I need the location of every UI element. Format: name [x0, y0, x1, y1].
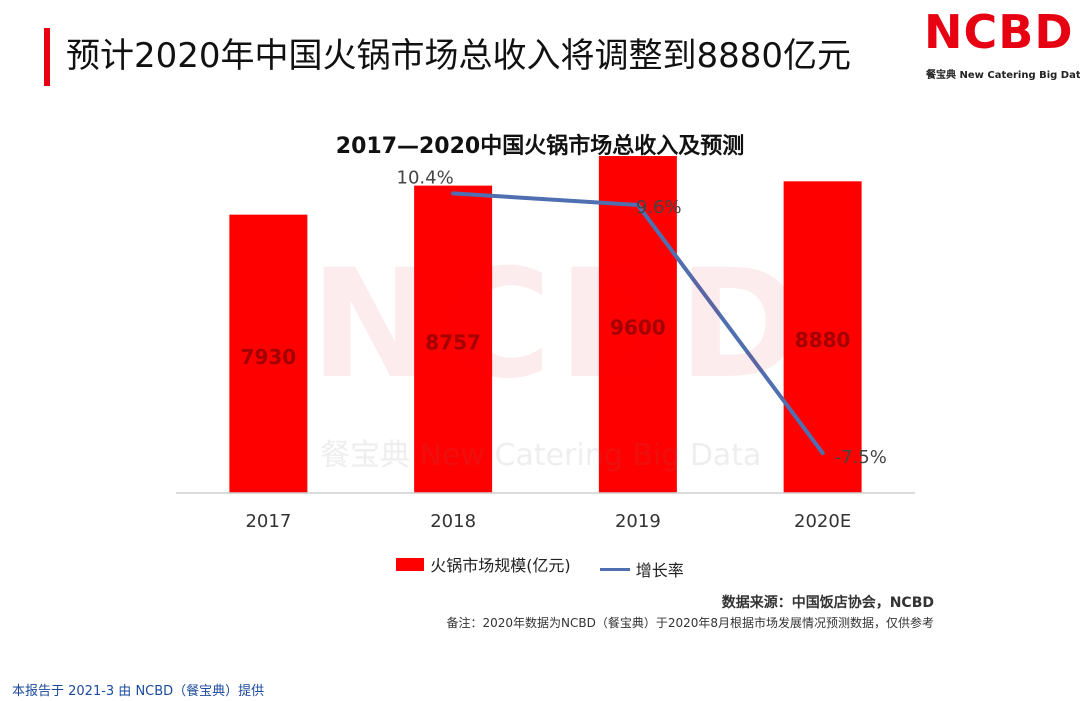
- report-footer: 本报告于 2021-3 由 NCBD（餐宝典）提供: [12, 684, 265, 699]
- growth-point-2018: [451, 191, 456, 196]
- logo-wordmark: NCBD: [924, 5, 1074, 59]
- legend-item-market-size: 火锅市场规模(亿元): [396, 552, 571, 576]
- bar-2017: [229, 214, 308, 494]
- x-tick-label-2017: 2017: [245, 511, 291, 532]
- bar-2019: [598, 156, 677, 494]
- x-tick-label-2020E: 2020E: [794, 511, 851, 532]
- bar-2020E: [783, 181, 862, 493]
- legend-swatch-line: [599, 567, 630, 571]
- growth-rate-label-2019: 9.6%: [636, 197, 682, 218]
- x-tick-label-2018: 2018: [430, 511, 476, 532]
- legend-label-growth-rate: 增长率: [635, 561, 684, 580]
- bar-value-label-2019: 9600: [610, 316, 666, 340]
- legend-swatch-bar: [396, 557, 425, 571]
- bar-2018: [414, 185, 493, 493]
- chart-title: 2017—2020中国火锅市场总收入及预测: [335, 134, 745, 159]
- growth-point-2020E: [820, 450, 825, 455]
- bar-value-label-2017: 7930: [241, 345, 297, 369]
- legend-label-market-size: 火锅市场规模(亿元): [430, 556, 571, 575]
- legend-item-growth-rate: 增长率: [599, 557, 684, 581]
- x-tick-label-2019: 2019: [615, 511, 661, 532]
- logo-tagline: 餐宝典 New Catering Big Data: [926, 70, 1080, 81]
- bar-value-label-2018: 8757: [425, 330, 481, 354]
- title-accent-bar: [44, 28, 50, 86]
- growth-rate-label-2020E: -7.5%: [835, 447, 887, 468]
- data-source: 数据来源：中国饭店协会，NCBD: [721, 595, 934, 611]
- growth-point-2019: [635, 203, 640, 207]
- bar-value-label-2020E: 8880: [795, 328, 851, 352]
- growth-rate-label-2018: 10.4%: [397, 167, 454, 188]
- ncbd-logo: NCBD 餐宝典 New Catering Big Data: [924, 4, 1080, 84]
- page-title: 预计2020年中国火锅市场总收入将调整到8880亿元: [66, 36, 852, 76]
- data-note: 备注：2020年数据为NCBD（餐宝典）于2020年8月根据市场发展情况预测数据…: [446, 616, 934, 630]
- chart-legend: 火锅市场规模(亿元) 增长率: [0, 552, 1080, 581]
